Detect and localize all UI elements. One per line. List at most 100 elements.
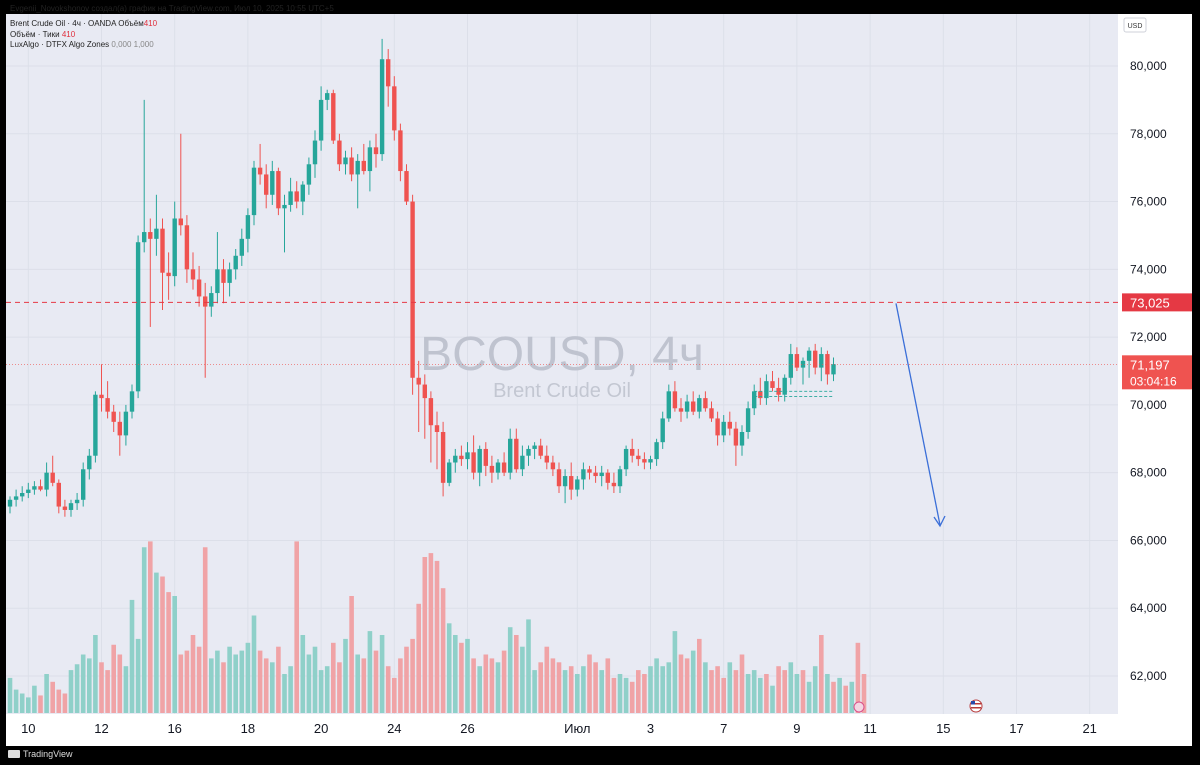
volume-bar	[507, 627, 513, 713]
volume-bar	[684, 658, 690, 713]
lightning-icon[interactable]	[853, 701, 865, 713]
candle-body	[715, 418, 720, 436]
forecast-arrow[interactable]	[895, 303, 946, 528]
candle-body	[190, 269, 196, 280]
volume-bar	[751, 670, 757, 713]
volume-inline-value: 410	[143, 19, 158, 28]
candle-body	[251, 167, 257, 216]
volume-bar	[629, 681, 635, 713]
candle-body	[788, 354, 793, 378]
volume-legend-value: 410	[61, 30, 76, 39]
volume-bar	[575, 674, 580, 713]
volume-bar	[520, 646, 525, 713]
currency-badge[interactable]	[1123, 17, 1147, 33]
volume-bar	[87, 658, 92, 713]
candle-body	[361, 160, 366, 172]
volume-bar	[800, 670, 806, 713]
volume-bar	[861, 674, 867, 713]
candle-body	[465, 452, 470, 460]
volume-bar	[7, 677, 13, 713]
volume-bar	[343, 638, 348, 713]
volume-bar	[160, 576, 165, 713]
price-axis[interactable]: 80,000 78,000 76,000 74,000 72,000 70,000 68,0…	[1122, 59, 1192, 683]
candle-body	[550, 462, 556, 470]
time-axis-tick-label: 16	[167, 721, 181, 736]
candle-body	[227, 269, 232, 283]
volume-bar	[831, 681, 836, 713]
candle-body	[239, 238, 244, 256]
volume-bar	[434, 560, 440, 713]
volume-bar	[812, 666, 818, 713]
candle-body	[605, 472, 610, 483]
time-axis-tick-label: 20	[314, 721, 328, 736]
tradingview-icon	[8, 750, 20, 758]
candle-body	[294, 191, 299, 202]
candle-body	[56, 482, 61, 507]
candle-body	[422, 384, 427, 399]
forecast-arrow-line[interactable]	[895, 303, 941, 526]
volume-bar	[166, 592, 171, 713]
candle-body	[215, 269, 220, 294]
volume-bar	[709, 670, 714, 713]
volume-bar	[300, 635, 306, 713]
price-axis-tick-label: 70,000	[1130, 398, 1167, 412]
candle-body	[825, 354, 830, 375]
volume-bars	[7, 541, 867, 713]
candle-body	[453, 455, 458, 463]
volume-bar	[26, 697, 31, 713]
candle-body	[471, 452, 476, 473]
resistance-price-badge[interactable]	[1122, 293, 1192, 312]
candle-body	[221, 269, 226, 283]
volume-bar	[666, 662, 672, 713]
candle-body	[489, 465, 495, 473]
watermark-name: Brent Crude Oil	[493, 380, 631, 402]
candle-body	[721, 421, 726, 436]
volume-bar	[568, 666, 574, 713]
candle-body	[306, 164, 312, 185]
current-price-label: 71,197	[1130, 357, 1170, 372]
candle-body	[129, 391, 135, 412]
candle-body	[477, 448, 482, 473]
volume-legend[interactable]: Объём · Тики 410	[10, 30, 75, 39]
tradingview-logo[interactable]: TradingView	[8, 749, 73, 759]
volume-bar	[221, 662, 226, 713]
candle-body	[312, 140, 318, 165]
candle-body	[288, 191, 293, 205]
candle-body	[709, 408, 714, 419]
volume-bar	[306, 654, 312, 713]
candle-body	[343, 157, 348, 165]
time-axis-tick-label: 17	[1009, 721, 1023, 736]
volume-bar	[123, 666, 129, 713]
volume-bar	[526, 619, 531, 713]
volume-bar	[282, 674, 287, 713]
current-price-badge[interactable]	[1122, 355, 1192, 390]
volume-bar	[776, 666, 781, 713]
volume-bar	[806, 681, 812, 713]
symbol-legend[interactable]: Brent Crude Oil · 4ч · OANDA Объём410	[10, 19, 157, 28]
volume-bar	[392, 677, 397, 713]
candle-body	[575, 479, 580, 490]
candle-body	[648, 459, 653, 463]
candle-body	[276, 171, 281, 209]
candle-body	[386, 59, 391, 87]
time-axis[interactable]: 10 12 16 18 20 24 26 Июл 3 7 9 11 15 17 21	[21, 721, 1097, 736]
time-axis-tick-label: 18	[241, 721, 255, 736]
candle-body	[581, 469, 586, 480]
volume-bar	[32, 685, 37, 713]
volume-bar	[428, 553, 434, 713]
candle-body	[154, 228, 159, 239]
volume-bar	[514, 635, 519, 713]
volume-bar	[636, 670, 641, 713]
candle-body	[81, 469, 86, 500]
volume-bar	[581, 666, 586, 713]
algo-legend[interactable]: LuxAlgo · DTFX Algo Zones 0,000 1,000	[10, 40, 154, 49]
volume-bar	[324, 666, 330, 713]
candle-body	[636, 455, 641, 460]
candle-body	[569, 476, 574, 490]
volume-bar	[538, 662, 543, 713]
us-flag-canton	[971, 701, 975, 705]
candle-body	[495, 462, 501, 473]
symbol-text: Brent Crude Oil · 4ч · OANDA	[10, 19, 116, 28]
volume-bar	[782, 670, 787, 713]
